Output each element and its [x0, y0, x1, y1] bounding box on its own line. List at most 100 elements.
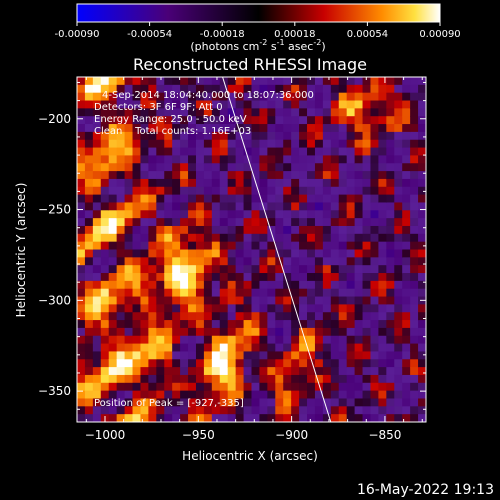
heatmap-cell — [410, 335, 419, 345]
heatmap-cell — [330, 124, 340, 133]
heatmap-cell — [108, 202, 118, 211]
heatmap-cell — [235, 108, 245, 117]
heatmap-cell — [243, 414, 253, 422]
heatmap-cell — [346, 92, 356, 102]
heatmap-cell — [84, 273, 94, 282]
heatmap-cell — [418, 171, 426, 180]
heatmap-cell — [100, 233, 110, 243]
heatmap-cell — [330, 225, 340, 235]
heatmap-cell — [275, 312, 284, 321]
heatmap-cell — [227, 296, 237, 305]
heatmap-cell — [172, 398, 181, 407]
heatmap-cell — [219, 100, 229, 109]
heatmap-cell — [259, 249, 268, 258]
x-tick-label: −900 — [275, 428, 308, 442]
heatmap-cell — [188, 124, 197, 133]
heatmap-cell — [156, 139, 165, 149]
heatmap-cell — [100, 92, 110, 102]
heatmap-cell — [267, 92, 276, 102]
heatmap-cell — [259, 343, 268, 353]
heatmap-cell — [211, 296, 221, 305]
heatmap-cell — [283, 382, 292, 392]
heatmap-cell — [386, 108, 395, 117]
heatmap-cell — [140, 108, 149, 117]
heatmap-cell — [267, 359, 276, 368]
heatmap-cell — [77, 327, 86, 337]
heatmap-cell — [346, 84, 356, 94]
heatmap-cell — [299, 249, 308, 258]
heatmap-cell — [275, 171, 284, 180]
heatmap-cell — [267, 163, 276, 172]
heatmap-cell — [362, 233, 372, 243]
heatmap-cell — [291, 178, 300, 188]
heatmap-cell — [84, 139, 94, 149]
heatmap-cell — [188, 84, 197, 94]
heatmap-cell — [283, 155, 292, 164]
heatmap-cell — [370, 84, 380, 94]
heatmap-cell — [346, 202, 356, 211]
heatmap-cell — [307, 351, 316, 360]
heatmap-cell — [77, 359, 86, 368]
heatmap-cell — [386, 100, 395, 109]
heatmap-cell — [148, 77, 157, 86]
heatmap-cell — [180, 320, 189, 329]
heatmap-cell — [402, 163, 411, 172]
heatmap-cell — [100, 178, 110, 188]
heatmap-cell — [410, 398, 419, 407]
heatmap-cell — [394, 343, 403, 353]
heatmap-cell — [148, 171, 157, 180]
heatmap-cell — [211, 249, 221, 258]
heatmap-cell — [418, 233, 426, 243]
heatmap-cell — [267, 257, 276, 266]
heatmap-cell — [307, 155, 316, 164]
heatmap-cell — [394, 414, 403, 422]
heatmap-cell — [92, 116, 102, 125]
heatmap-cell — [378, 178, 387, 188]
heatmap-cell — [77, 233, 86, 243]
heatmap-cell — [243, 398, 253, 407]
heatmap-cell — [378, 210, 387, 219]
heatmap-cell — [410, 288, 419, 298]
heatmap-cell — [386, 398, 395, 407]
heatmap-cell — [100, 374, 110, 384]
heatmap-cell — [370, 241, 380, 251]
heatmap-cell — [410, 265, 419, 274]
heatmap-cell — [283, 414, 292, 422]
heatmap-cell — [211, 84, 221, 94]
heatmap-cell — [291, 296, 300, 305]
heatmap-cell — [195, 367, 205, 376]
heatmap-cell — [108, 92, 118, 102]
heatmap-cell — [410, 124, 419, 133]
heatmap-cell — [84, 241, 94, 251]
heatmap-cell — [322, 280, 332, 290]
heatmap-cell — [378, 225, 387, 235]
heatmap-cell — [116, 186, 126, 196]
heatmap-cell — [227, 249, 237, 258]
heatmap-cell — [180, 304, 189, 313]
heatmap-cell — [227, 163, 237, 172]
heatmap-cell — [362, 178, 372, 188]
heatmap-cell — [330, 304, 340, 313]
heatmap-cell — [299, 202, 308, 211]
heatmap-cell — [259, 390, 268, 400]
heatmap-cell — [418, 406, 426, 415]
heatmap-cell — [251, 100, 261, 109]
heatmap-cell — [188, 327, 197, 337]
heatmap-cell — [410, 139, 419, 149]
heatmap-cell — [100, 225, 110, 235]
heatmap-cell — [140, 171, 149, 180]
heatmap-cell — [291, 335, 300, 345]
heatmap-cell — [243, 241, 253, 251]
heatmap-cell — [283, 84, 292, 94]
heatmap-cell — [211, 320, 221, 329]
heatmap-cell — [132, 320, 142, 329]
colorbar-tick-label: -0.00054 — [127, 29, 172, 40]
heatmap-cell — [243, 108, 253, 117]
heatmap-cell — [410, 178, 419, 188]
heatmap-cell — [386, 304, 395, 313]
heatmap-cell — [148, 359, 157, 368]
heatmap-cell — [330, 382, 340, 392]
heatmap-cell — [116, 108, 126, 117]
heatmap-cell — [84, 249, 94, 258]
heatmap-cell — [370, 147, 380, 157]
